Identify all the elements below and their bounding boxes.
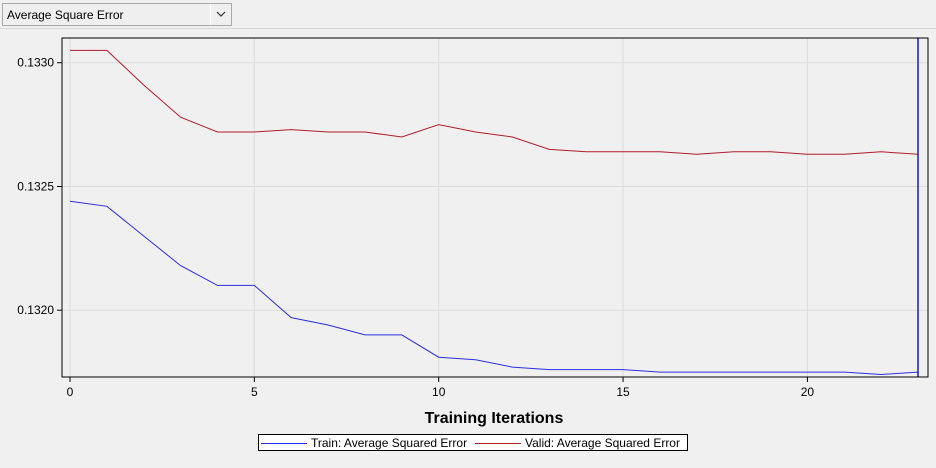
legend-label-train: Train: Average Squared Error [311,436,468,450]
legend-item-valid: Valid: Average Squared Error [475,436,680,450]
chart-legend: Train: Average Squared Error Valid: Aver… [258,434,688,451]
y-tick-label: 0.1330 [17,56,54,70]
legend-label-valid: Valid: Average Squared Error [525,436,680,450]
x-tick-label: 15 [616,385,630,399]
series-lines [69,49,919,376]
toolbar: Average Square Error [0,0,936,30]
x-tick-label: 5 [251,385,258,399]
x-axis-ticks: 0 5 10 15 20 [67,377,815,399]
statistic-dropdown[interactable]: Average Square Error [2,3,232,26]
y-tick-label: 0.1320 [17,303,54,317]
valid-series-line [70,49,919,155]
y-tick-label: 0.1325 [17,179,54,193]
grid-lines [62,38,928,377]
x-axis-title: Training Iterations [425,410,564,427]
train-series-line [69,200,919,376]
x-tick-label: 10 [432,385,446,399]
legend-swatch-valid [475,442,521,444]
legend-item-train: Train: Average Squared Error [261,436,467,450]
x-tick-label: 20 [801,385,815,399]
x-tick-label: 0 [67,385,74,399]
statistic-dropdown-label: Average Square Error [7,8,124,22]
y-axis-ticks: 0.1320 0.1325 0.1330 [17,56,62,317]
iteration-plot: 0 5 10 15 20 0.1320 0.1325 0.1330 Training Ite… [17,37,929,427]
plot-frame [61,37,929,378]
legend-swatch-train [261,442,307,444]
plot-area [62,38,928,377]
dropdown-separator [210,4,211,25]
chevron-down-icon[interactable] [216,9,226,19]
toolbar-divider [0,28,936,29]
